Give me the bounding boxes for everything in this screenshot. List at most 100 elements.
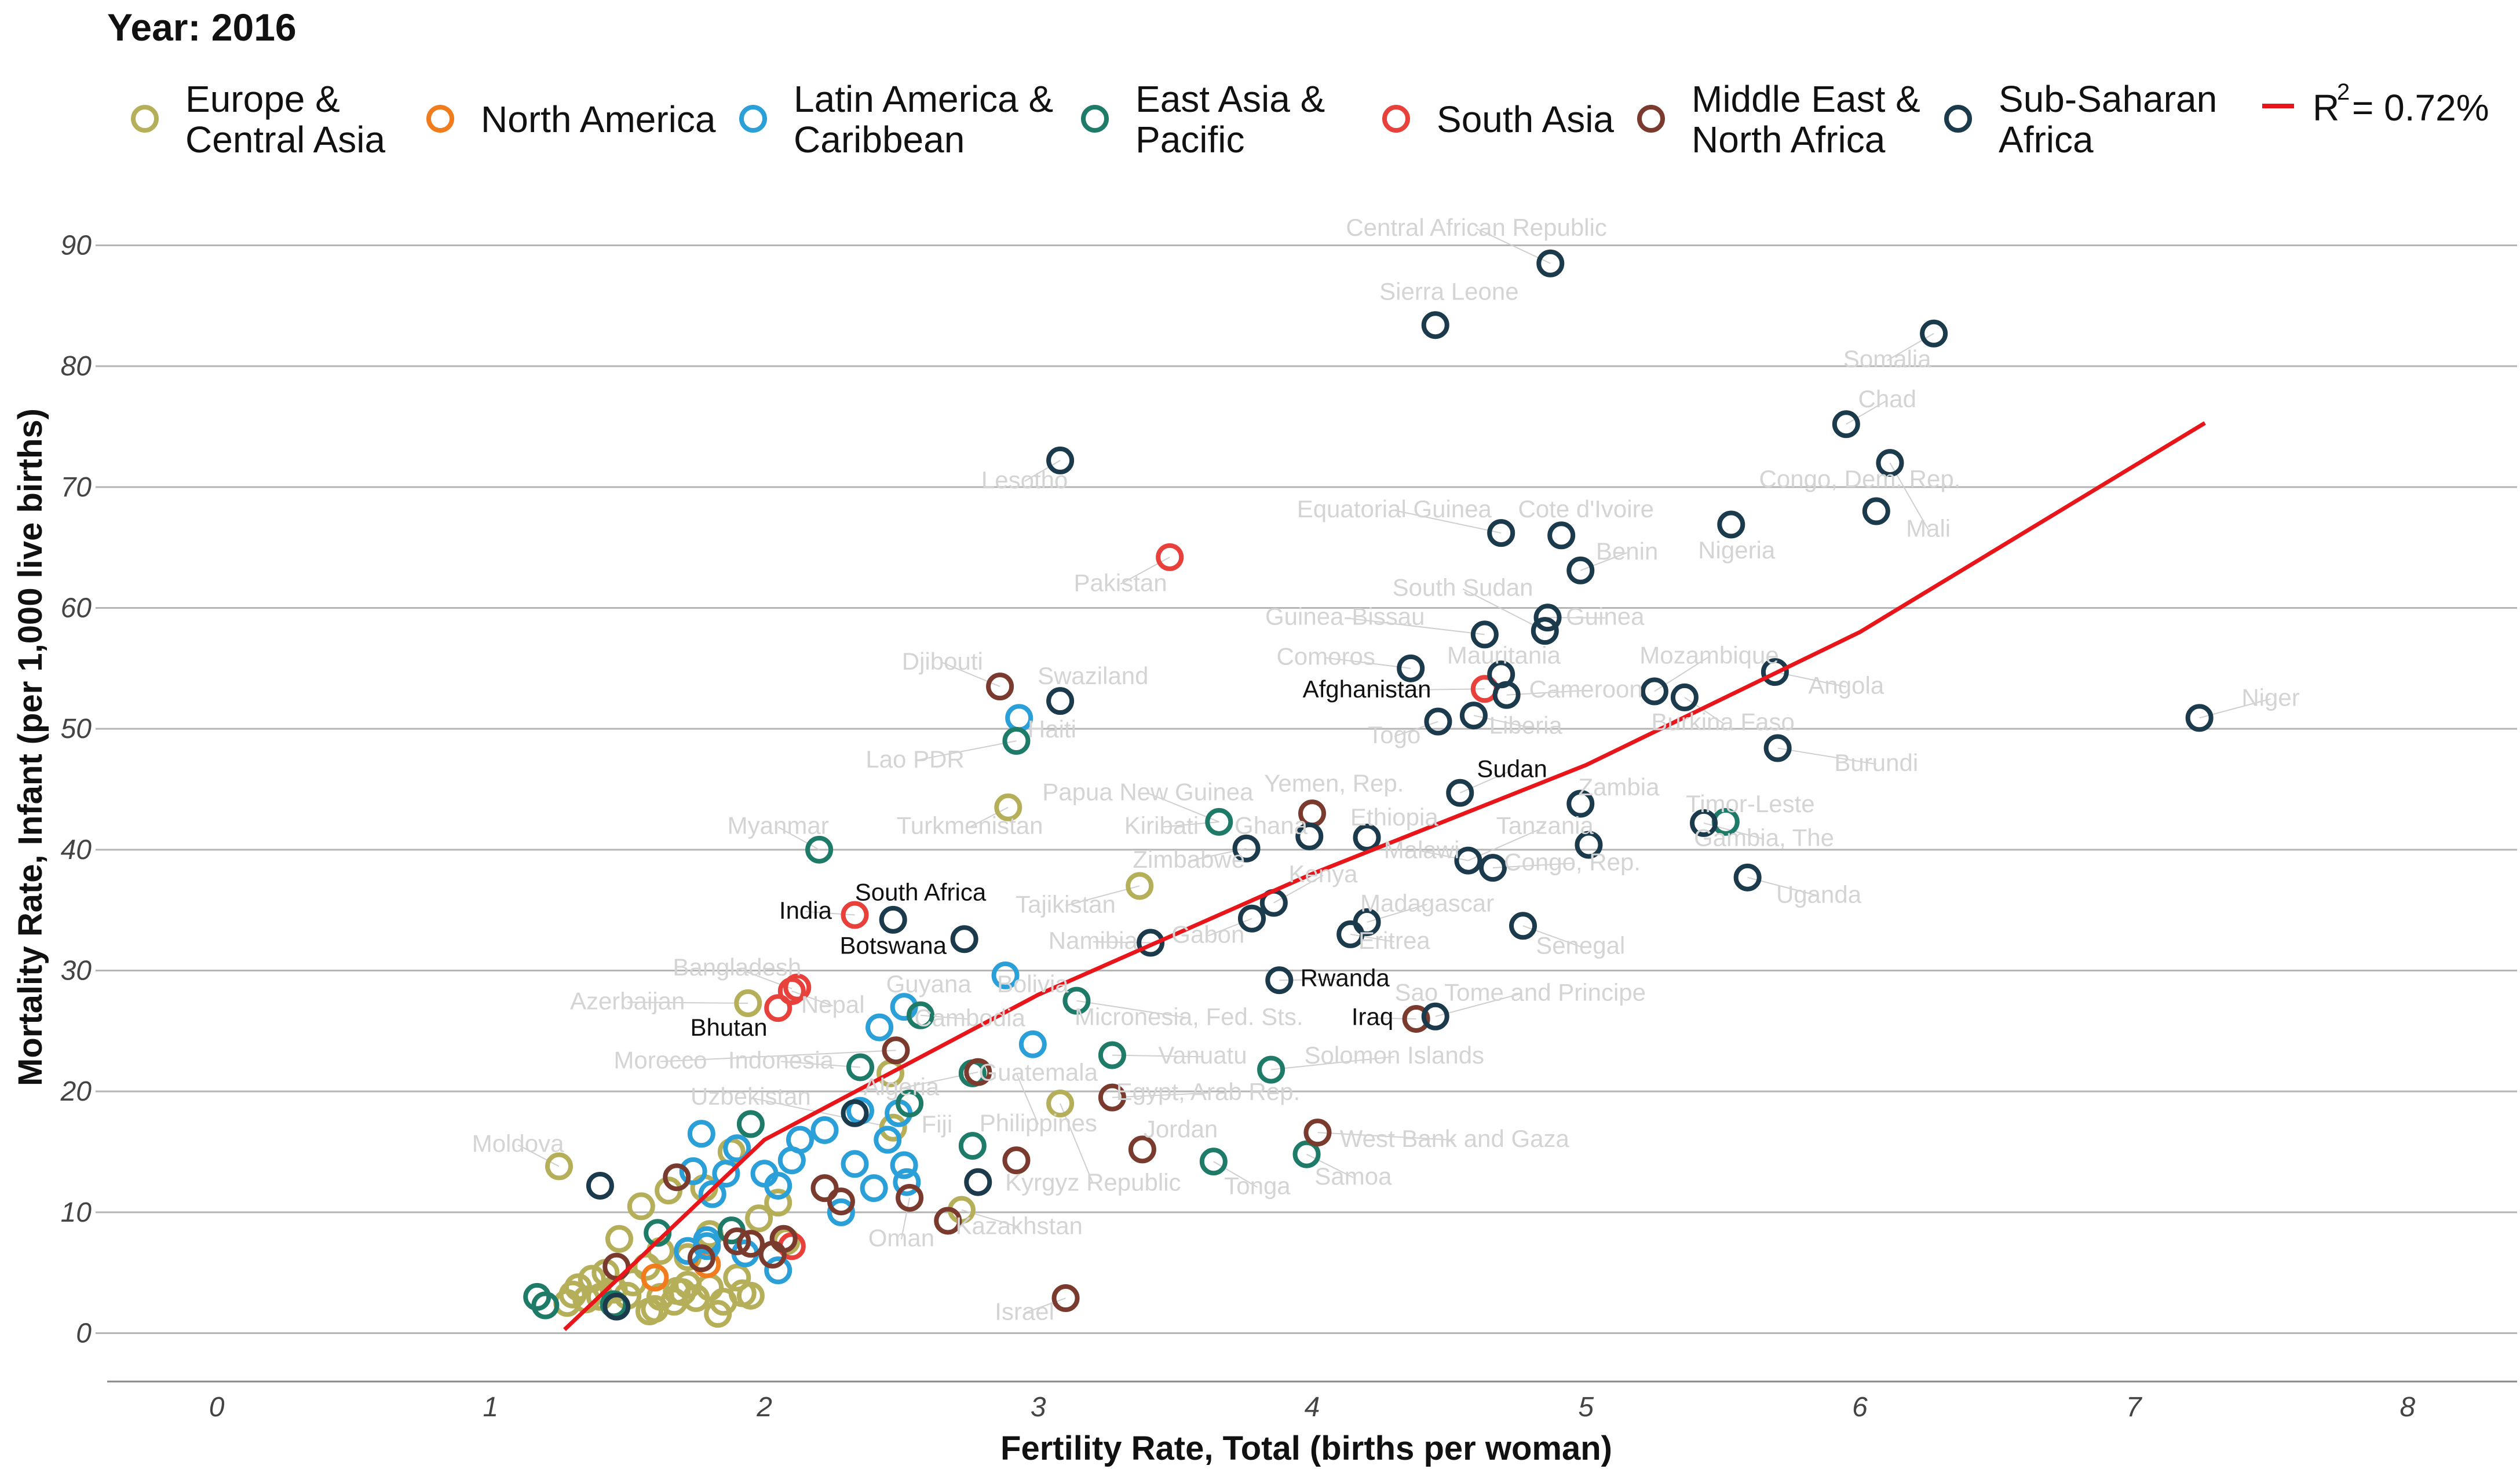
point-label: Equatorial Guinea [1297,495,1492,522]
x-axis-title: Fertility Rate, Total (births per woman) [1000,1430,1612,1467]
data-point [964,1168,992,1196]
data-point [1454,846,1482,875]
point-label: Sierra Leone [1379,277,1519,305]
legend-label: Africa [1999,119,2094,160]
point-label: Bhutan [691,1014,768,1041]
point-label: Micronesia, Fed. Sts. [1075,1003,1303,1030]
legend-trend-label: R [2313,87,2339,129]
point-label: Djibouti [902,648,983,675]
point-label: Kyrgyz Republic [1005,1168,1181,1196]
data-point [1051,1284,1080,1313]
point-label: Papua New Guinea [1042,778,1254,805]
point-label: Burkina Faso [1651,708,1794,735]
label-leader [805,911,855,916]
data-point [841,1099,869,1127]
point-label: Gambia, The [1694,824,1834,852]
y-axis-title: Mortality Rate, Infant (per 1,000 live b… [12,408,49,1086]
data-point [1046,687,1075,715]
label-leader [1435,993,1521,1017]
data-point [1862,497,1890,525]
label-leader [900,1197,911,1240]
point-label: India [779,897,832,924]
point-label: Ethiopia [1350,803,1438,831]
data-point [1575,831,1603,859]
point-label: South Africa [855,878,987,905]
point-label: Malawi [1384,836,1460,863]
point-label: Israel [995,1298,1054,1325]
data-point [1763,734,1792,762]
data-point [769,1225,798,1253]
label-leader [1345,617,1485,635]
data-point [896,1183,924,1212]
point-label: Namibia [1049,927,1138,954]
data-point [805,835,834,864]
y-tick-label: 60 [61,593,92,623]
x-tick-label: 2 [756,1392,772,1423]
data-point [627,1192,655,1220]
data-point [2185,704,2214,732]
data-point [693,1226,721,1254]
point-label: Guinea [1566,603,1645,630]
y-tick-label: 80 [61,351,92,382]
point-label: Chad [1858,385,1916,412]
point-label: Sudan [1477,755,1547,783]
point-label: Samoa [1314,1163,1392,1190]
legend: Europe &Central Asia North America Latin A… [131,78,2489,160]
x-tick-label: 3 [1031,1392,1046,1423]
data-point [1046,446,1075,474]
legend-label: South Asia [1437,98,1614,140]
label-leader [750,1097,893,1128]
point-label: Pakistan [1074,569,1167,596]
point-label: Mozambique [1639,641,1778,668]
legend-marker [131,105,159,133]
data-point [764,1189,792,1217]
data-point [679,1157,707,1185]
legend-label: Europe & [185,78,340,120]
point-label: Sao Tome and Principe [1395,979,1646,1006]
point-label: Guyana [886,970,972,997]
data-point [810,1116,839,1144]
y-tick-label: 0 [76,1318,92,1349]
point-label: South Sudan [1393,574,1533,601]
data-point [605,1225,633,1253]
data-point [723,1263,751,1292]
label-leader [1394,721,1438,737]
point-label: Congo, Rep. [1504,848,1641,875]
point-label: Swaziland [1038,662,1148,689]
point-label: Cote d'Ivoire [1518,495,1653,522]
legend-marker [1081,105,1109,133]
data-point [1303,1119,1332,1147]
data-point [1257,1055,1285,1084]
label-leader [1473,715,1526,728]
data-point [1098,1041,1126,1069]
legend-item-trend: R2 = 0.72% [2262,79,2489,129]
data-point [1046,1090,1075,1118]
data-point [636,1297,663,1325]
label-leader [517,1144,560,1167]
data-point [545,1152,573,1181]
y-tick-label: 70 [61,472,92,503]
data-point [736,1281,765,1310]
legend-item: Latin America &Caribbean [739,78,1053,160]
data-point [1156,543,1184,571]
data-point [1062,986,1091,1015]
data-point [1098,1083,1126,1112]
data-point [882,1036,910,1065]
data-point [827,1198,855,1226]
point-label: Oman [868,1224,934,1251]
legend-item: East Asia &Pacific [1081,78,1325,160]
data-point [712,1160,740,1188]
data-point [1876,449,1904,477]
y-tick-label: 40 [61,835,92,865]
data-point [1295,822,1324,850]
legend-label: Latin America & [794,78,1053,120]
label-leader [660,1050,896,1062]
label-leader [1468,826,1546,861]
data-point [1205,807,1233,836]
y-tick-label: 10 [61,1197,92,1228]
data-point [865,1013,894,1042]
legend-label: Caribbean [794,119,965,160]
legend-item: South Asia [1382,98,1614,140]
data-point [1421,1002,1449,1030]
